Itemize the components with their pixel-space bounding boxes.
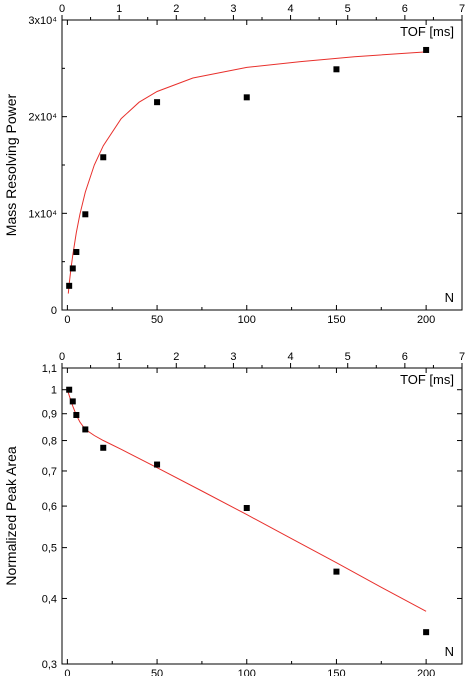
data-point	[243, 94, 250, 101]
x-tick-label: 0	[64, 668, 70, 676]
x-axis-title: N	[445, 644, 454, 659]
y-tick-label: 0,7	[42, 466, 57, 478]
data-point	[73, 249, 80, 255]
data-point	[66, 386, 73, 393]
y-axis-title: Normalized Peak Area	[3, 446, 19, 586]
top-axis-title: TOF [ms]	[400, 372, 454, 387]
data-point	[423, 629, 430, 636]
top-tick-label: 6	[402, 3, 408, 15]
x-tick-label: 0	[64, 314, 70, 326]
top-tick-label: 4	[288, 3, 294, 15]
peak-area-panel: 0 50 100 150 200 0 1 2 3 4 5 6 7 0,3 0,4 0,5 0,6 0,7 0,8 0,…	[3, 351, 465, 676]
y-axis-title: Mass Resolving Power	[3, 93, 19, 236]
data-point	[73, 411, 80, 418]
top-tick-label: 3	[230, 351, 236, 363]
data-point	[100, 444, 107, 451]
data-point	[100, 154, 107, 161]
resolving-power-panel: 0 50 100 150 200 0 1 2 3 4 5 6 7 0 1x10⁴ 2x10⁴ 3x10⁴ Mass…	[3, 3, 465, 326]
x-axis-title: N	[445, 290, 454, 305]
fit-curve	[67, 51, 427, 294]
top-tick-label: 7	[459, 351, 465, 363]
data-point	[66, 282, 73, 289]
fit-curve	[66, 389, 427, 612]
data-point	[154, 461, 161, 468]
top-tick-label: 2	[173, 3, 179, 15]
y-tick-label: 0	[51, 305, 57, 317]
y-tick-label: 0,8	[42, 436, 57, 448]
y-tick-label: 3x10⁴	[28, 15, 57, 27]
y-tick-label: 1	[51, 385, 57, 397]
data-point	[154, 99, 161, 106]
data-point	[333, 66, 340, 73]
x-tick-label: 150	[327, 668, 345, 676]
y-tick-label: 0,9	[42, 409, 57, 421]
y-tick-label: 0,3	[42, 659, 57, 671]
data-point	[423, 46, 430, 53]
y-tick-label: 0,6	[42, 501, 57, 513]
plot-frame	[61, 19, 463, 311]
data-point	[243, 504, 250, 511]
x-tick-label: 100	[238, 668, 256, 676]
x-tick-label: 100	[238, 314, 256, 326]
data-point	[333, 568, 340, 575]
y-tick-label: 0,5	[42, 543, 57, 555]
data-point	[82, 211, 89, 218]
y-tick-label: 0,4	[42, 593, 57, 605]
x-tick-label: 200	[417, 668, 435, 676]
x-tick-label: 200	[417, 314, 435, 326]
data-point	[69, 398, 76, 405]
x-tick-label: 150	[327, 314, 345, 326]
data-point	[82, 426, 89, 433]
top-tick-label: 7	[459, 3, 465, 15]
data-point	[69, 265, 76, 272]
top-tick-label: 3	[230, 3, 236, 15]
top-tick-label: 6	[402, 351, 408, 363]
top-tick-label: 1	[116, 351, 122, 363]
y-tick-label: 2x10⁴	[28, 112, 57, 124]
top-axis-title: TOF [ms]	[400, 24, 454, 39]
top-tick-label: 0	[59, 351, 65, 363]
top-tick-label: 0	[59, 3, 65, 15]
y-tick-label: 1,1	[42, 363, 57, 375]
top-tick-label: 5	[345, 351, 351, 363]
plot-frame	[61, 367, 463, 665]
top-tick-label: 4	[288, 351, 294, 363]
top-tick-label: 2	[173, 351, 179, 363]
top-tick-label: 1	[116, 3, 122, 15]
x-tick-label: 50	[151, 314, 163, 326]
y-tick-label: 1x10⁴	[28, 208, 57, 220]
top-tick-label: 5	[345, 3, 351, 15]
x-tick-label: 50	[151, 668, 163, 676]
